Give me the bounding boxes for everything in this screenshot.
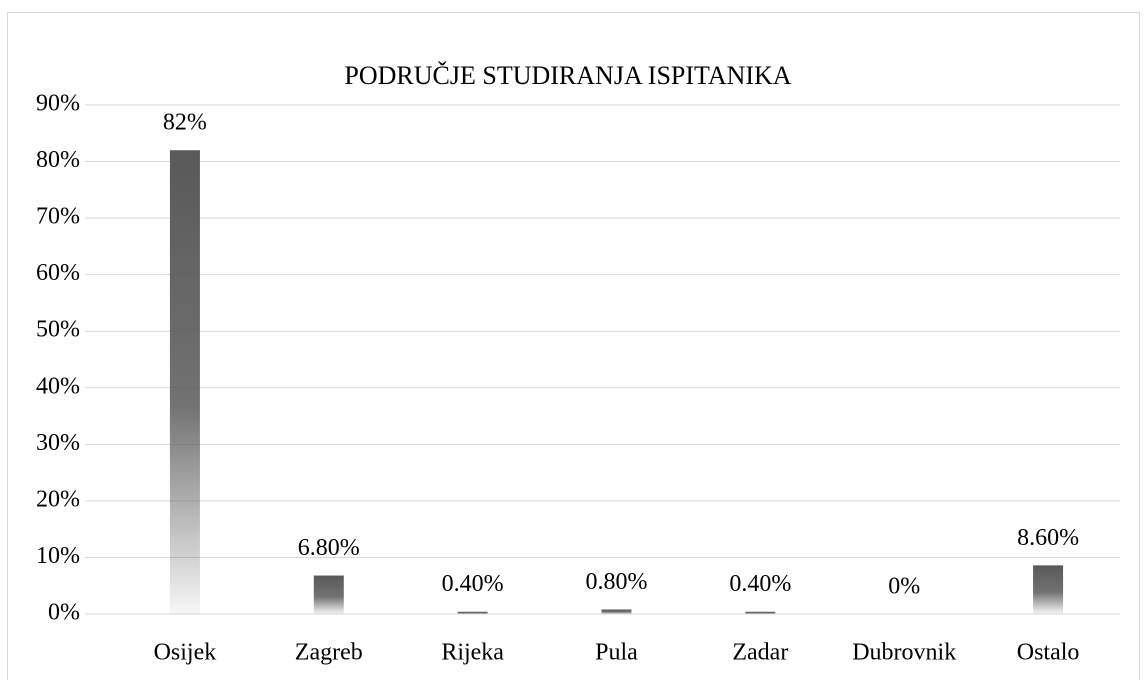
x-tick-label: Zadar: [732, 640, 788, 666]
value-label: 0.80%: [586, 569, 648, 595]
x-tick-label: Rijeka: [441, 640, 504, 666]
x-tick-label: Ostalo: [1017, 640, 1080, 666]
x-tick-label: Zagreb: [295, 640, 363, 666]
chart-border: [7, 12, 1140, 680]
x-tick-label: Osijek: [154, 640, 217, 666]
x-tick-label: Pula: [595, 640, 638, 666]
bar: [1033, 565, 1064, 614]
chart-title: PODRUČJE STUDIRANJA ISPITANIKA: [344, 61, 791, 90]
value-label: 0.40%: [729, 571, 791, 597]
bar: [313, 575, 344, 614]
y-tick-label: 10%: [36, 543, 80, 569]
y-tick-label: 40%: [36, 373, 80, 399]
bar: [745, 611, 776, 614]
x-tick-label: Dubrovnik: [852, 640, 956, 666]
value-label: 8.60%: [1017, 525, 1079, 551]
y-tick-label: 30%: [36, 430, 80, 456]
value-label: 0%: [888, 574, 920, 600]
value-label: 0.40%: [442, 571, 504, 597]
y-tick-label: 60%: [36, 260, 80, 286]
y-tick-label: 80%: [36, 147, 80, 173]
y-tick-label: 0%: [48, 600, 80, 626]
y-tick-label: 20%: [36, 486, 80, 512]
y-tick-label: 70%: [36, 204, 80, 230]
bar: [601, 609, 632, 614]
value-label: 6.80%: [298, 535, 360, 561]
bar: [169, 150, 200, 614]
y-tick-label: 90%: [36, 91, 80, 117]
bar: [457, 611, 488, 614]
y-tick-label: 50%: [36, 317, 80, 343]
value-label: 82%: [163, 110, 207, 136]
